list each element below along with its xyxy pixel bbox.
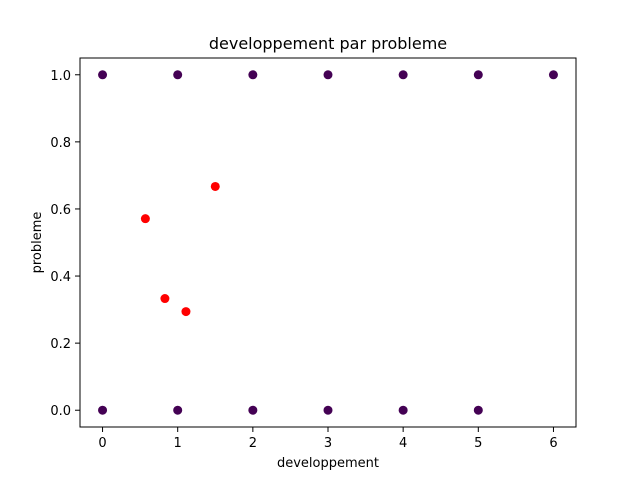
- scatter-point: [98, 405, 108, 415]
- scatter-point: [173, 405, 183, 415]
- plot-frame: [79, 57, 577, 428]
- x-tick-label: 6: [549, 436, 557, 451]
- scatter-point: [248, 70, 258, 80]
- scatter-point: [173, 70, 183, 80]
- y-tick-label: 0.8: [50, 136, 71, 151]
- y-tick-label: 0.4: [50, 270, 71, 285]
- scatter-point: [210, 181, 220, 191]
- y-axis-label: probleme: [30, 212, 45, 274]
- y-tick-label: 1.0: [50, 69, 71, 84]
- x-tick-label: 0: [98, 436, 106, 451]
- scatter-point: [548, 70, 558, 80]
- y-tick-label: 0.6: [50, 203, 71, 218]
- points-group: [98, 70, 558, 415]
- x-tick-label: 4: [399, 436, 407, 451]
- scatter-point: [323, 70, 333, 80]
- scatter-point: [160, 294, 170, 304]
- scatter-point: [181, 307, 191, 317]
- x-tick-label: 5: [474, 436, 482, 451]
- x-tick-label: 1: [174, 436, 182, 451]
- scatter-point: [248, 405, 258, 415]
- y-tick-label: 0.0: [50, 404, 71, 419]
- scatter-point: [398, 405, 408, 415]
- x-tick-label: 2: [249, 436, 257, 451]
- x-tick-label: 3: [324, 436, 332, 451]
- scatter-point: [398, 70, 408, 80]
- scatter-point: [98, 70, 108, 80]
- scatter-point: [473, 70, 483, 80]
- x-axis-label: developpement: [277, 456, 379, 471]
- chart-title: developpement par probleme: [209, 34, 447, 53]
- y-tick-label: 0.2: [50, 337, 71, 352]
- scatter-point: [323, 405, 333, 415]
- scatter-point: [473, 405, 483, 415]
- scatter-point: [140, 214, 150, 224]
- ticks-group: 0 1 2 3 4 5 6 0.0 0.2 0.4 0.6 0.8 1.0: [50, 69, 557, 451]
